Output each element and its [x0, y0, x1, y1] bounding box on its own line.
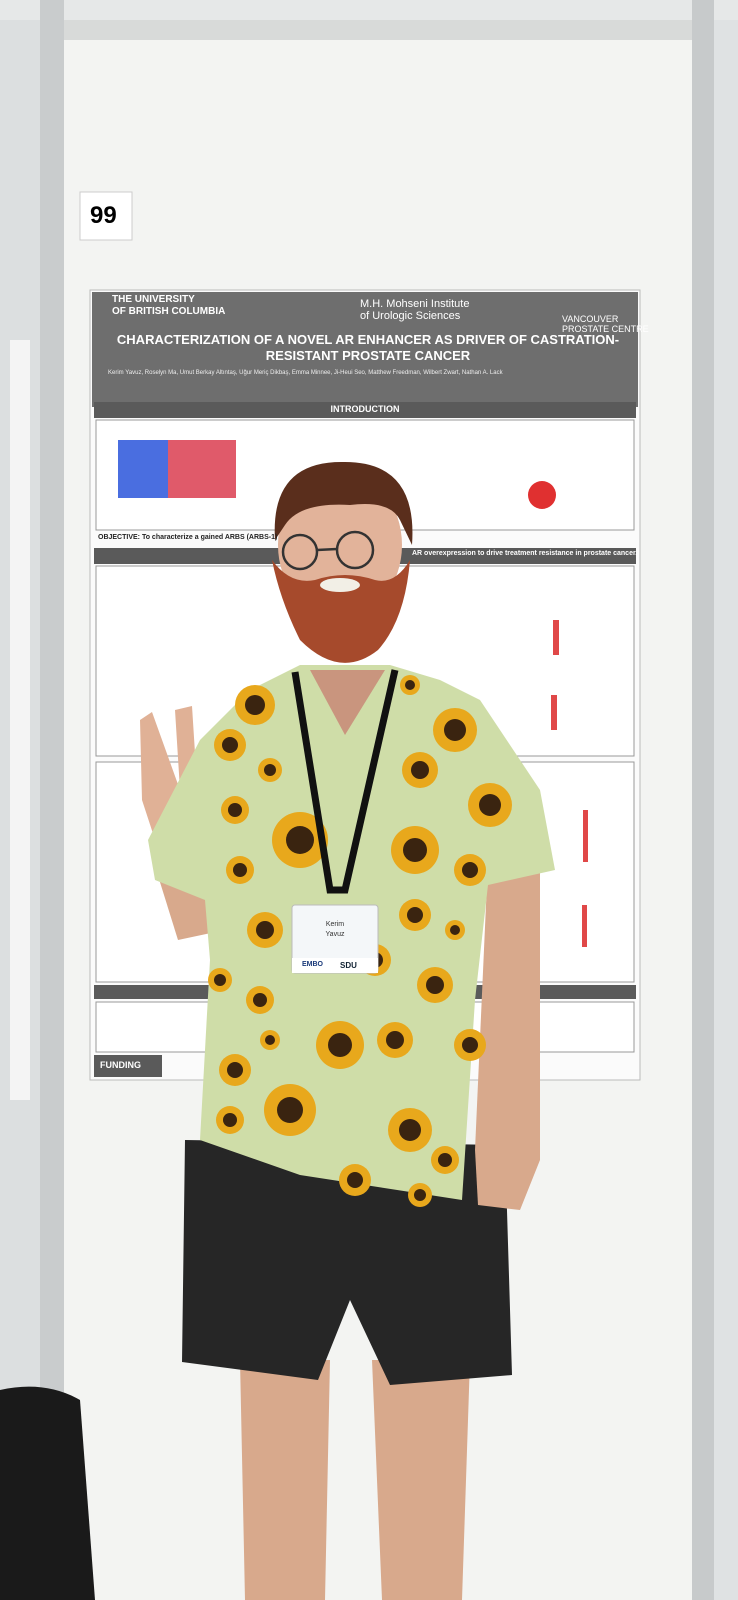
sunflower-center — [403, 838, 427, 862]
sunflower-center — [228, 803, 242, 817]
logo-ubc: THE UNIVERSITY OF BRITISH COLUMBIA — [112, 294, 225, 318]
poster-authors: Kerim Yavuz, Roselyn Ma, Umut Berkay Alt… — [108, 370, 503, 376]
title-line: CHARACTERIZATION OF A NOVEL AR ENHANCER … — [116, 332, 620, 347]
badge-footer — [292, 958, 378, 973]
logo-vpc: VANCOUVER PROSTATE CENTRE — [562, 314, 649, 334]
sunflower-center — [233, 863, 247, 877]
logo-line: PROSTATE CENTRE — [562, 324, 649, 334]
bar-figure — [582, 905, 587, 947]
sunflower-center — [214, 974, 226, 986]
sunflower-center — [253, 993, 267, 1007]
logo-line: of Urologic Sciences — [360, 310, 461, 322]
sunflower-center — [411, 761, 429, 779]
hair — [274, 461, 413, 545]
sunflower-center — [347, 1172, 363, 1188]
badge-logo: SDU — [340, 961, 357, 970]
sunflower-center — [405, 680, 415, 690]
title-line: RESISTANT PROSTATE CANCER — [265, 348, 471, 363]
objective-end: AR overexpression to drive treatment res… — [412, 550, 638, 557]
frame-post — [40, 0, 64, 1600]
backpack — [0, 1386, 95, 1600]
bar-figure — [553, 620, 559, 655]
arm — [475, 860, 540, 1210]
badge-name: Kerim Yavuz — [292, 920, 378, 940]
figure — [118, 440, 168, 498]
section-bar — [94, 402, 636, 418]
sunflower-center — [407, 907, 423, 923]
number-card — [79, 191, 133, 241]
funding-bar — [94, 1055, 162, 1077]
badge-line: Kerim — [325, 921, 345, 928]
logo-line: VANCOUVER — [562, 314, 619, 324]
sunflower-center — [286, 826, 314, 854]
lanyard — [291, 669, 399, 894]
sunflower-center — [264, 764, 276, 776]
sunflower-center — [328, 1033, 352, 1057]
sunflower-center — [265, 1035, 275, 1045]
sunflower-center — [426, 976, 444, 994]
shirt-pattern — [208, 675, 512, 1207]
chest — [310, 670, 385, 735]
leg — [240, 1360, 330, 1600]
logo-institute: M.H. Mohseni Institute of Urologic Scienc… — [360, 298, 469, 322]
badge-line: Yavuz — [325, 931, 345, 938]
funding-heading: FUNDING — [100, 1060, 141, 1070]
sunflower-center — [479, 794, 501, 816]
sunflower-center — [277, 1097, 303, 1123]
sunflower-center — [386, 1031, 404, 1049]
board-top — [64, 20, 692, 40]
frame-post — [692, 0, 714, 1600]
poster-header — [92, 292, 638, 407]
sunflower-center — [414, 1189, 426, 1201]
sunflower-center — [245, 695, 265, 715]
poster-title: CHARACTERIZATION OF A NOVEL AR ENHANCER … — [98, 332, 638, 364]
sunflower-center — [462, 1037, 478, 1053]
figure — [528, 481, 556, 509]
glasses — [281, 530, 375, 571]
badge-logo: EMBO — [302, 961, 323, 968]
bar-figure — [583, 810, 588, 862]
sunflower-center — [227, 1062, 243, 1078]
sunflower-center — [399, 1119, 421, 1141]
sunflower-center — [462, 862, 478, 878]
section-heading: INTRODUCTION — [330, 404, 400, 414]
bridge — [316, 547, 338, 552]
logo-line: M.H. Mohseni Institute — [360, 298, 470, 310]
logo-line: OF BRITISH COLUMBIA — [112, 306, 226, 317]
objective: OBJECTIVE: To characterize a gained ARBS… — [98, 534, 278, 541]
lens — [281, 533, 319, 571]
board-number: 99 — [90, 202, 117, 229]
smile — [320, 578, 360, 592]
sunflower-center — [256, 921, 274, 939]
sunflower-center — [444, 719, 466, 741]
leg — [372, 1360, 470, 1600]
left-poster — [10, 340, 30, 1100]
sunflower-center — [438, 1153, 452, 1167]
bar-figure — [551, 695, 557, 730]
sunflower-center — [222, 737, 238, 753]
sunflower-center — [450, 925, 460, 935]
beard — [272, 560, 410, 663]
right-board — [714, 20, 738, 1600]
logo-line: THE UNIVERSITY — [112, 294, 195, 305]
chart-bars — [551, 620, 588, 947]
sunflower-center — [223, 1113, 237, 1127]
